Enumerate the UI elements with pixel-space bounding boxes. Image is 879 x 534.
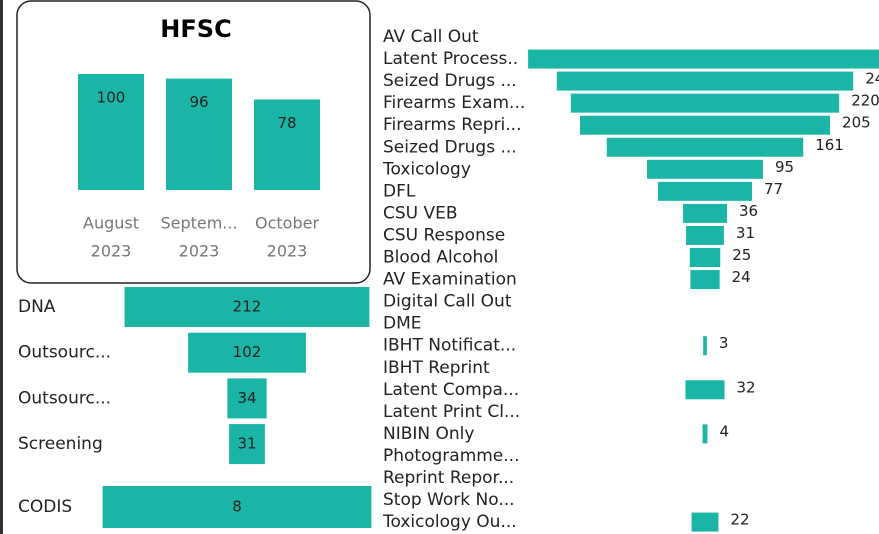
category-label: Toxicology	[382, 159, 471, 179]
funnel-bar	[658, 181, 752, 201]
category-label: IBHT Notificat...	[383, 336, 516, 356]
data-label: 25	[732, 246, 751, 264]
frame-edge	[0, 0, 3, 534]
funnel-bar	[124, 287, 370, 327]
funnel-bar	[556, 71, 854, 91]
data-label: 31	[736, 224, 755, 242]
data-label: 220	[851, 92, 879, 110]
funnel-bar	[686, 225, 724, 245]
category-label: IBHT Reprint	[383, 358, 490, 378]
funnel-bar	[689, 248, 721, 267]
x-tick-label: August	[83, 214, 139, 233]
data-label: 77	[764, 180, 783, 198]
funnel-bar	[683, 203, 727, 223]
x-tick-label: 2023	[267, 242, 308, 261]
data-label: 161	[815, 136, 844, 154]
bar	[254, 99, 320, 190]
data-label: 78	[277, 114, 296, 132]
data-label: 243	[865, 70, 879, 88]
category-label: CSU Response	[383, 225, 505, 245]
category-label: AV Examination	[383, 270, 517, 290]
x-tick-label: Septem...	[160, 214, 237, 233]
category-label: CSU VEB	[383, 203, 458, 223]
data-label: 102	[233, 343, 262, 361]
data-label: 22	[730, 511, 749, 529]
category-label: CODIS	[18, 497, 72, 517]
funnel-bar	[647, 159, 763, 179]
data-label: 205	[842, 114, 871, 132]
category-label: Latent Compa...	[383, 380, 519, 400]
data-label: 4	[719, 422, 729, 440]
x-tick-label: 2023	[179, 242, 220, 261]
data-label: 96	[189, 93, 208, 111]
funnel-bar	[579, 115, 831, 135]
category-label: Seized Drugs ...	[383, 71, 517, 91]
data-label: 31	[237, 435, 256, 453]
data-label: 32	[737, 378, 756, 396]
category-label: Reprint Repor...	[383, 468, 514, 488]
funnel-bar	[188, 332, 306, 373]
funnel-bar	[702, 424, 708, 444]
funnel-bar	[570, 93, 840, 113]
data-label: 34	[237, 389, 256, 407]
funnel-bar	[690, 270, 720, 290]
category-label: Blood Alcohol	[383, 248, 498, 268]
category-label: DME	[383, 314, 422, 334]
funnel-bar	[229, 424, 265, 465]
category-label: DNA	[18, 297, 56, 317]
category-label: Toxicology Ou...	[382, 512, 517, 532]
category-label: NIBIN Only	[383, 424, 474, 444]
funnel-bar	[227, 378, 267, 419]
category-label: AV Call Out	[383, 27, 479, 47]
funnel-bar	[691, 512, 719, 532]
data-label: 36	[739, 202, 758, 220]
funnel-bar	[528, 49, 879, 69]
category-label: DFL	[383, 181, 416, 201]
category-label: Firearms Exam...	[383, 93, 525, 113]
category-label: Digital Call Out	[383, 292, 512, 312]
x-tick-label: October	[255, 214, 319, 233]
data-label: 212	[233, 298, 262, 316]
bar	[78, 74, 144, 190]
category-label: Stop Work No...	[383, 490, 515, 510]
data-label: 3	[719, 334, 729, 352]
category-label: Seized Drugs ...	[383, 137, 517, 157]
category-label: Latent Process..	[383, 49, 518, 69]
data-label: 8	[232, 498, 242, 516]
data-label: 95	[775, 158, 794, 176]
funnel-bar	[102, 486, 372, 528]
bar	[166, 78, 232, 190]
category-label: Photogramme...	[383, 446, 519, 466]
chart-title: HFSC	[160, 15, 231, 43]
category-label: Firearms Repri...	[383, 115, 522, 135]
data-label: 100	[97, 89, 126, 107]
funnel-bar	[606, 137, 804, 157]
category-label: Screening	[18, 434, 103, 454]
x-tick-label: 2023	[91, 242, 132, 261]
data-label: 24	[732, 268, 751, 286]
category-label: Outsourc...	[18, 388, 111, 408]
funnel-bar	[703, 336, 707, 356]
funnel-bar	[685, 380, 725, 400]
category-label: Latent Print Cl...	[383, 402, 520, 422]
category-label: Outsourc...	[18, 343, 111, 363]
